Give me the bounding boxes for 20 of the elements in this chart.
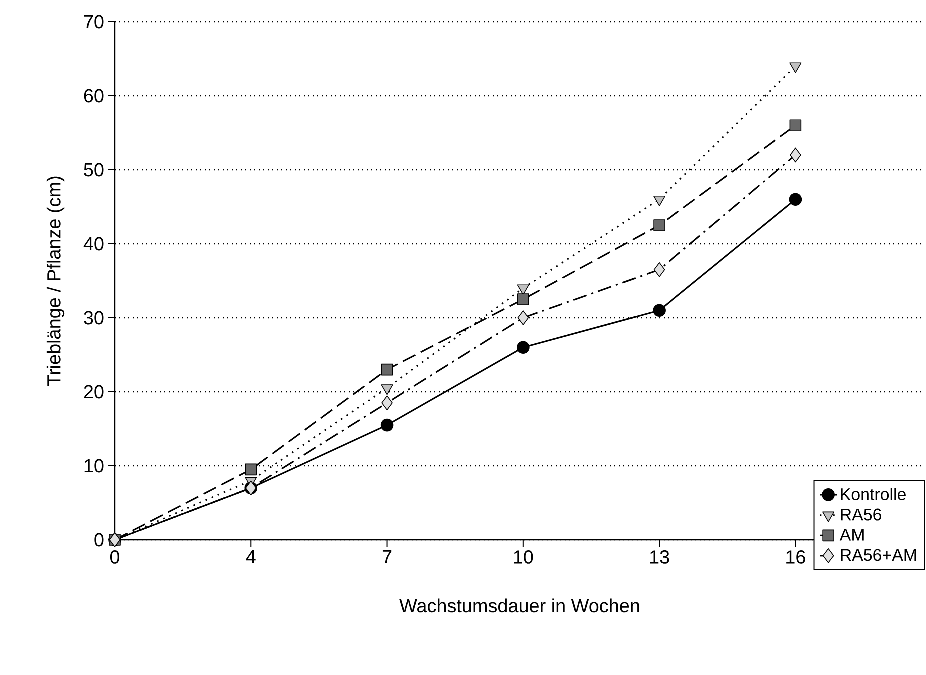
x-axis-title: Wachstumsdauer in Wochen bbox=[400, 598, 640, 613]
y-tick-label: 60 bbox=[84, 89, 104, 103]
y-tick-label: 50 bbox=[84, 163, 104, 177]
y-tick-label: 10 bbox=[84, 459, 104, 473]
y-tick-label: 70 bbox=[84, 15, 104, 29]
y-tick-label: 30 bbox=[84, 311, 104, 325]
legend-label: RA56 bbox=[841, 508, 882, 521]
x-tick-label: 0 bbox=[110, 550, 120, 564]
x-tick-label: 10 bbox=[514, 550, 534, 564]
x-tick-label: 4 bbox=[246, 550, 256, 564]
legend-label: RA56+AM bbox=[841, 549, 916, 562]
x-tick-label: 7 bbox=[382, 550, 392, 564]
legend-label: Kontrolle bbox=[841, 488, 906, 500]
x-tick-label: 13 bbox=[650, 550, 670, 564]
legend-label: AM bbox=[840, 529, 864, 541]
y-tick-label: 0 bbox=[94, 533, 104, 547]
y-tick-label: 40 bbox=[84, 237, 104, 251]
y-axis-title: Trieblänge / Pflanze (cm) bbox=[46, 176, 65, 386]
x-tick-label: 16 bbox=[786, 550, 806, 564]
y-tick-label: 20 bbox=[84, 385, 104, 399]
